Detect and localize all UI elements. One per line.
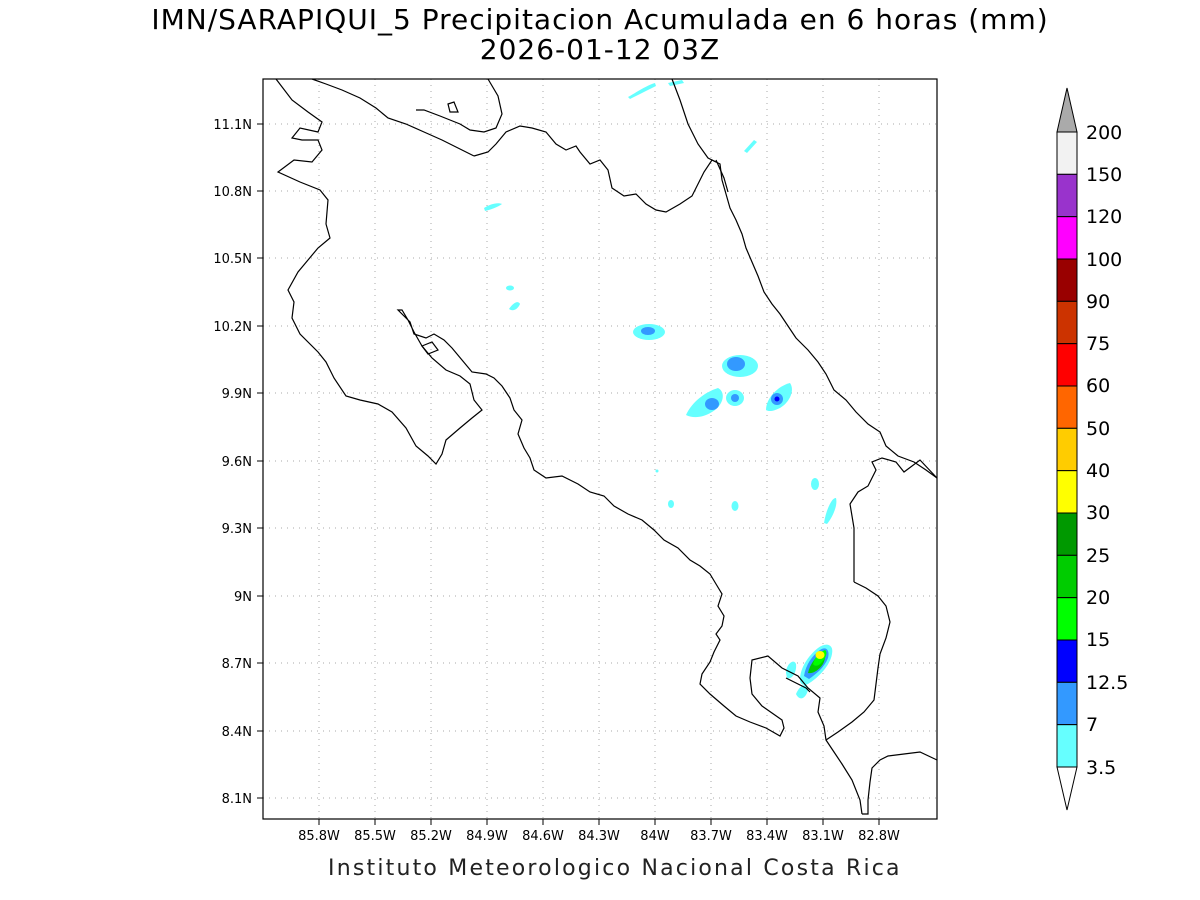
lon-tick-label: 84.6W bbox=[522, 829, 564, 844]
lon-tick-label: 84.9W bbox=[466, 829, 508, 844]
colorbar-label: 30 bbox=[1086, 502, 1110, 524]
colorbar-cell bbox=[1056, 512, 1078, 556]
colorbar-label: 40 bbox=[1086, 460, 1110, 482]
map-gridlines bbox=[263, 79, 937, 819]
colorbar-cell bbox=[1056, 639, 1078, 683]
colorbar-cell bbox=[1056, 300, 1078, 345]
footer-credit: Instituto Meteorologico Nacional Costa R… bbox=[328, 856, 902, 881]
colorbar-label: 15 bbox=[1086, 629, 1110, 651]
colorbar-cell bbox=[1056, 681, 1078, 726]
lon-tick-label: 85.8W bbox=[298, 829, 340, 844]
lon-tick-label: 82.8W bbox=[858, 829, 900, 844]
lat-tick-label: 10.5N bbox=[213, 252, 252, 267]
map-background bbox=[263, 79, 937, 819]
map-frame bbox=[262, 78, 938, 820]
colorbar-cell bbox=[1056, 427, 1078, 472]
colorbar-label: 3.5 bbox=[1086, 757, 1116, 779]
colorbar-label: 25 bbox=[1086, 545, 1110, 567]
lon-tick-label: 84.3W bbox=[578, 829, 620, 844]
colorbar-label: 50 bbox=[1086, 418, 1110, 440]
colorbar-cell bbox=[1056, 131, 1078, 175]
colorbar-label: 120 bbox=[1086, 206, 1122, 228]
precipitation-contours bbox=[484, 80, 837, 699]
map-title: IMN/SARAPIQUI_5 Precipitacion Acumulada … bbox=[151, 3, 1049, 36]
colorbar: 200 150 120 100 90 75 60 50 40 30 25 20 … bbox=[1056, 87, 1128, 811]
colorbar-label: 200 bbox=[1086, 122, 1122, 144]
colorbar-label: 90 bbox=[1086, 291, 1110, 313]
lat-tick-label: 9N bbox=[234, 590, 252, 605]
lon-tick-label: 85.5W bbox=[354, 829, 396, 844]
lon-tick-label: 83.4W bbox=[746, 829, 788, 844]
lat-tick-label: 8.7N bbox=[222, 657, 252, 672]
colorbar-label: 60 bbox=[1086, 375, 1110, 397]
lon-tick-label: 83.7W bbox=[690, 829, 732, 844]
colorbar-top-arrow bbox=[1056, 87, 1078, 133]
colorbar-label: 20 bbox=[1086, 587, 1110, 609]
lon-tick-label: 85.2W bbox=[410, 829, 452, 844]
colorbar-cell bbox=[1056, 173, 1078, 218]
lat-tick-label: 9.6N bbox=[222, 455, 252, 470]
colorbar-cell bbox=[1056, 597, 1078, 641]
colorbar-cell bbox=[1056, 554, 1078, 599]
colorbar-label: 75 bbox=[1086, 333, 1110, 355]
colorbar-label: 100 bbox=[1086, 249, 1122, 271]
lon-tick-label: 84W bbox=[640, 829, 670, 844]
colorbar-cell bbox=[1056, 385, 1078, 429]
lat-tick-label: 8.1N bbox=[222, 792, 252, 807]
lat-tick-label: 8.4N bbox=[222, 725, 252, 740]
colorbar-label: 7 bbox=[1086, 714, 1098, 736]
coastline bbox=[275, 78, 938, 815]
lon-tick-label: 83.1W bbox=[802, 829, 844, 844]
colorbar-cell bbox=[1056, 470, 1078, 514]
colorbar-cell bbox=[1056, 216, 1078, 260]
colorbar-cell bbox=[1056, 724, 1078, 768]
lat-tick-label: 10.2N bbox=[213, 320, 252, 335]
colorbar-label: 150 bbox=[1086, 164, 1122, 186]
map-datetime: 2026-01-12 03Z bbox=[479, 33, 721, 66]
colorbar-cell bbox=[1056, 343, 1078, 387]
lat-tick-label: 10.8N bbox=[213, 185, 252, 200]
lat-tick-label: 11.1N bbox=[213, 118, 252, 133]
colorbar-bottom-arrow bbox=[1056, 766, 1078, 811]
lat-tick-label: 9.9N bbox=[222, 387, 252, 402]
colorbar-label: 12.5 bbox=[1086, 672, 1128, 694]
colorbar-cell bbox=[1056, 258, 1078, 302]
lat-tick-label: 9.3N bbox=[222, 522, 252, 537]
